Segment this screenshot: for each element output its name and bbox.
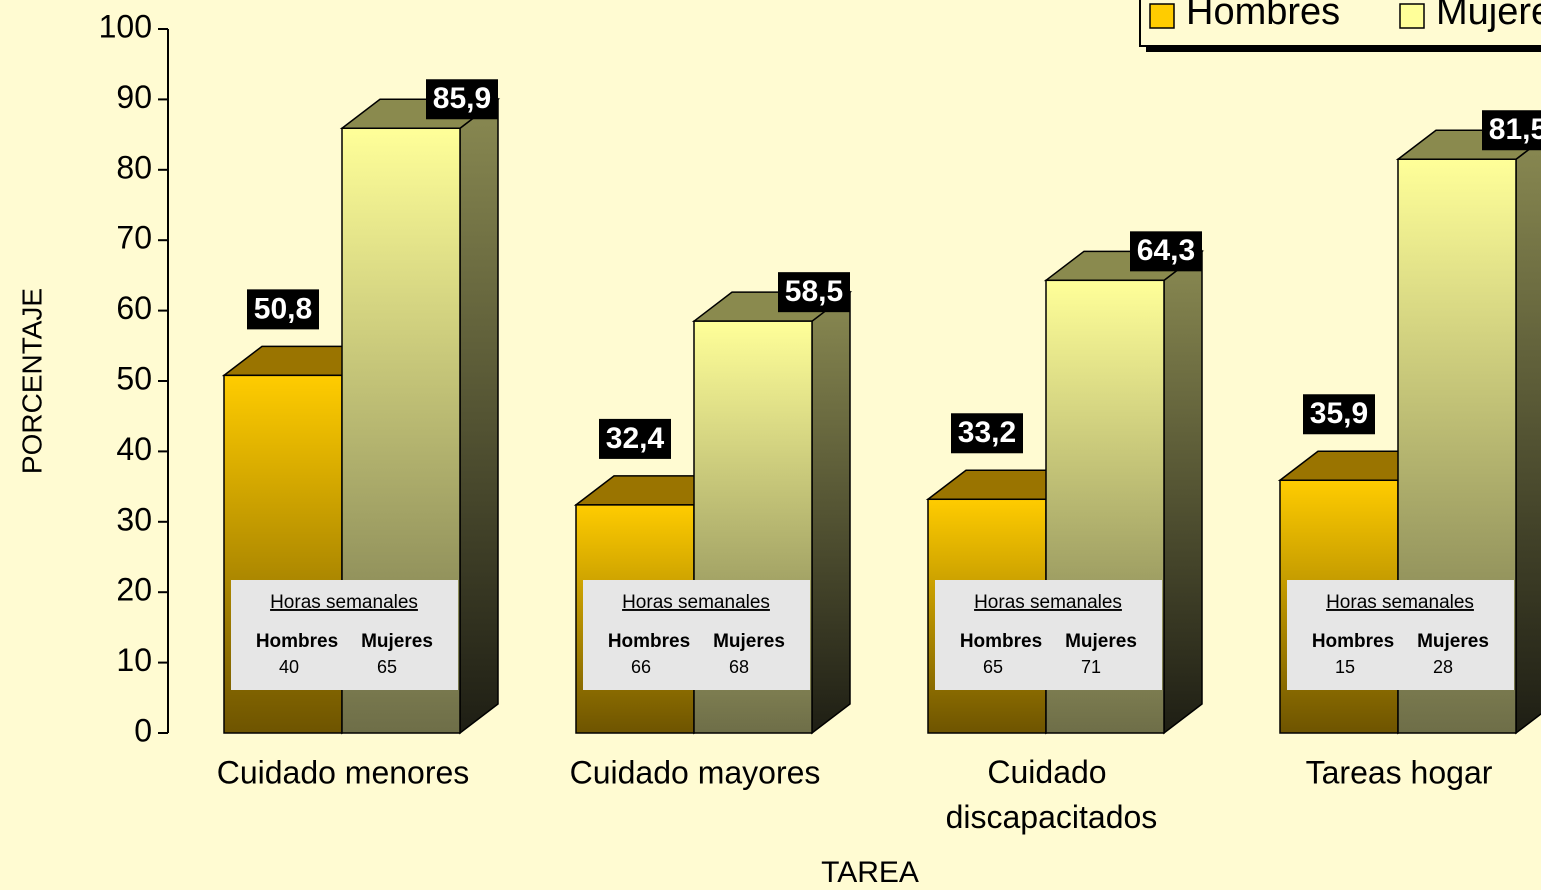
y-tick-label: 100 xyxy=(99,8,152,44)
hours-box-value: 71 xyxy=(1081,657,1101,677)
value-label: 64,3 xyxy=(1130,231,1202,272)
value-label-bg xyxy=(426,79,498,120)
hours-box-title: Horas semanales xyxy=(974,592,1122,613)
value-label-bg xyxy=(1303,394,1375,435)
y-tick-label: 40 xyxy=(116,431,152,467)
value-label: 33,2 xyxy=(951,413,1023,454)
x-axis-label: TAREA xyxy=(821,856,919,889)
hours-box-column: Mujeres xyxy=(1417,631,1489,652)
bar-side xyxy=(459,97,499,735)
value-label-bg xyxy=(1130,231,1202,272)
hours-box-title: Horas semanales xyxy=(1326,592,1474,613)
hours-box xyxy=(1287,580,1514,690)
y-tick-label: 10 xyxy=(116,642,152,678)
y-tick-label: 50 xyxy=(116,360,152,396)
hours-box-value: 28 xyxy=(1433,657,1453,677)
hours-box-value: 65 xyxy=(983,657,1003,677)
value-label-bg xyxy=(951,413,1023,454)
bar-side xyxy=(811,290,851,735)
hours-box-value: 40 xyxy=(279,657,299,677)
value-label-text: 81,5 xyxy=(1489,113,1541,146)
value-label: 85,9 xyxy=(426,79,498,120)
hours-box xyxy=(231,580,458,690)
x-tick-label: Tareas hogar xyxy=(1306,754,1493,790)
y-tick-label: 70 xyxy=(116,220,152,256)
value-label-text: 35,9 xyxy=(1310,397,1368,430)
hours-box-value: 66 xyxy=(631,657,651,677)
value-label-text: 58,5 xyxy=(785,275,843,308)
hours-box-title: Horas semanales xyxy=(622,592,770,613)
legend-label: Mujeres xyxy=(1436,0,1541,33)
value-label-text: 32,4 xyxy=(606,422,665,455)
hours-box-column: Hombres xyxy=(608,631,690,652)
value-label-text: 50,8 xyxy=(254,292,312,325)
hours-box xyxy=(583,580,810,690)
x-tick-label: Cuidado discapacitados xyxy=(937,754,1158,835)
x-tick-label: Cuidado menores xyxy=(217,754,470,790)
bar-side xyxy=(1163,249,1203,735)
value-label: 50,8 xyxy=(247,289,319,330)
hours-box-column: Hombres xyxy=(960,631,1042,652)
hours-box-column: Mujeres xyxy=(1065,631,1137,652)
hours-box-column: Mujeres xyxy=(361,631,433,652)
value-label-text: 64,3 xyxy=(1137,234,1195,267)
legend-swatch xyxy=(1399,3,1425,29)
y-tick-label: 0 xyxy=(134,712,152,748)
bar-side xyxy=(1515,139,1541,735)
value-label: 81,5 xyxy=(1482,110,1541,151)
hours-box-column: Mujeres xyxy=(713,631,785,652)
value-label-bg xyxy=(247,289,319,330)
value-label: 32,4 xyxy=(599,418,671,459)
value-label-bg xyxy=(599,418,671,459)
y-tick-label: 90 xyxy=(116,79,152,115)
y-tick-label: 80 xyxy=(116,149,152,185)
y-axis-label: PORCENTAJE xyxy=(16,288,47,474)
hours-box xyxy=(935,580,1162,690)
legend-box xyxy=(1139,0,1541,47)
legend-swatch xyxy=(1149,3,1175,29)
hours-box-title: Horas semanales xyxy=(270,592,418,613)
value-label: 35,9 xyxy=(1303,394,1375,435)
x-tick-label: Cuidado mayores xyxy=(570,754,821,790)
hours-box-value: 68 xyxy=(729,657,749,677)
value-label-text: 85,9 xyxy=(433,82,491,115)
y-tick-label: 30 xyxy=(116,501,152,537)
y-tick-label: 20 xyxy=(116,572,152,608)
value-label-bg xyxy=(778,272,850,313)
legend-label: Hombres xyxy=(1186,0,1340,33)
hours-box-column: Hombres xyxy=(256,631,338,652)
value-label: 58,5 xyxy=(778,272,850,313)
y-tick-label: 60 xyxy=(116,290,152,326)
value-label-text: 33,2 xyxy=(958,416,1016,449)
hours-box-value: 15 xyxy=(1335,657,1355,677)
hours-box-value: 65 xyxy=(377,657,397,677)
value-label-bg xyxy=(1482,110,1541,151)
hours-box-column: Hombres xyxy=(1312,631,1394,652)
